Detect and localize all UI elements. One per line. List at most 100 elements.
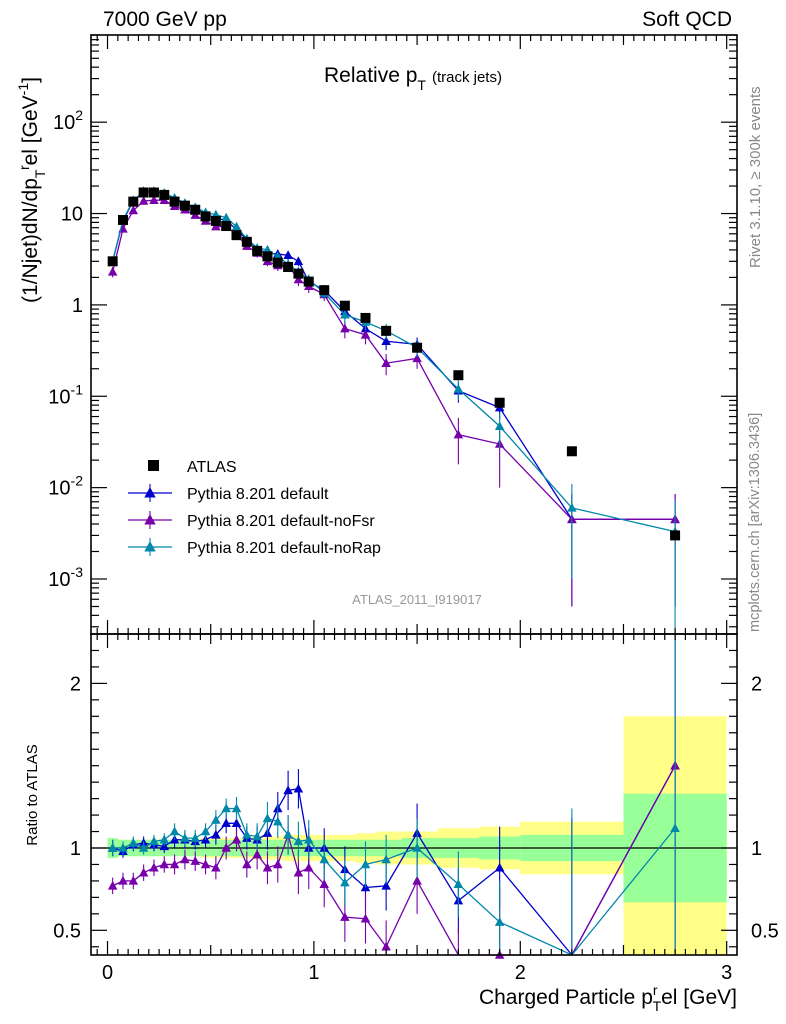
ratio-point: [360, 913, 371, 923]
y-axis-label: (1/Njet)dN/dpTrel [GeV-1]: [15, 77, 48, 303]
ratio-point: [319, 879, 329, 888]
series-point: [211, 221, 221, 231]
data-point: [107, 256, 118, 267]
ratio-point: [211, 829, 221, 839]
data-point: [200, 211, 211, 222]
ratio-point: [200, 826, 211, 836]
ratio-point: [128, 875, 139, 885]
data-point: [339, 300, 350, 311]
data-point: [283, 261, 294, 272]
x-tick-label: 1: [308, 962, 319, 984]
ratio-point: [138, 867, 149, 877]
data-point: [293, 268, 304, 279]
y-tick-label: 10-2: [48, 473, 83, 500]
ratio-point: [159, 834, 170, 844]
axes: 0 1 2 3 10-3 10-2 10-1 1 10 102 0.5 0.5 1 1 2 2 Relative…: [15, 34, 779, 1014]
y-tick-label: 10-3: [48, 564, 83, 591]
ratio-point: [149, 836, 159, 846]
ratio-point: [242, 859, 252, 869]
ratio-point: [211, 862, 221, 872]
legend-marker: [144, 487, 156, 498]
legend-marker: [144, 541, 156, 552]
ratio-point: [412, 843, 422, 852]
data-point: [138, 187, 149, 198]
ratio-point: [262, 813, 273, 823]
legend-marker-data: [148, 460, 159, 471]
main-panel: [107, 186, 681, 634]
series-point: [340, 309, 350, 319]
ratio-point: [273, 859, 283, 869]
data-point: [190, 204, 201, 215]
data-point: [670, 530, 681, 541]
ratio-y-tick-label-right: 0.5: [751, 920, 779, 942]
data-point: [148, 187, 159, 198]
legend-label: Pythia 8.201 default-noFsr: [187, 513, 375, 530]
data-point: [231, 230, 242, 241]
series-point: [221, 212, 231, 222]
ratio-point: [169, 826, 180, 836]
ratio-point: [159, 859, 170, 869]
ratio-point: [293, 783, 304, 793]
ratio-point: [494, 917, 505, 926]
ratio-point: [231, 818, 242, 828]
ratio-point: [303, 834, 314, 844]
analysis-id: ATLAS_2011_I919017: [352, 592, 482, 607]
series-point: [494, 421, 505, 430]
ratio-point: [381, 854, 391, 864]
ratio-point: [340, 877, 350, 887]
ratio-point: [231, 834, 242, 844]
ratio-point: [670, 823, 680, 832]
ratio-point: [412, 875, 422, 885]
ratio-y-tick-label-right: 1: [751, 838, 762, 860]
ratio-point: [293, 836, 304, 846]
header-left-label: 7000 GeV pp: [103, 8, 227, 31]
ratio-point: [252, 849, 262, 859]
series-point: [138, 196, 149, 205]
ratio-point: [221, 803, 231, 813]
ratio-point: [303, 862, 314, 872]
ratio-y-tick-label-right: 2: [751, 673, 762, 695]
ratio-point: [283, 829, 293, 839]
ratio-point: [293, 867, 304, 877]
series-point: [453, 429, 464, 439]
series-point: [381, 358, 391, 367]
ratio-point: [149, 862, 159, 872]
ratio-point: [107, 880, 118, 890]
data-point: [381, 325, 392, 336]
ratio-point: [200, 859, 211, 869]
ratio-point: [221, 843, 231, 852]
data-point: [272, 257, 283, 268]
ratio-point: [180, 833, 190, 842]
ratio-point: [262, 862, 273, 872]
series-point: [293, 256, 304, 266]
ratio-y-tick-label: 2: [70, 673, 81, 695]
legend-marker: [144, 514, 156, 525]
data-point: [566, 446, 577, 457]
ratio-point: [381, 880, 391, 890]
ratio-point: [169, 859, 180, 869]
series-point: [293, 274, 304, 284]
ratio-point: [494, 862, 505, 872]
ratio-y-axis-label: Ratio to ATLAS: [24, 744, 41, 845]
data-point: [221, 221, 232, 232]
ratio-point: [221, 818, 231, 828]
ratio-point: [180, 854, 190, 864]
ratio-point: [190, 833, 200, 842]
legend: ATLAS Pythia 8.201 default Pythia 8.201 de…: [128, 459, 381, 557]
series-point: [149, 195, 159, 204]
y-tick-label: 102: [53, 107, 83, 134]
legend-label: Pythia 8.201 default: [187, 486, 329, 503]
ratio-point: [118, 843, 128, 852]
data-point: [360, 312, 371, 323]
ratio-point: [107, 843, 118, 852]
ratio-point: [360, 859, 371, 869]
data-point: [303, 276, 314, 287]
y-tick-label: 1: [72, 295, 83, 317]
series-point: [107, 266, 118, 276]
ratio-point: [242, 829, 252, 839]
ratio-frame: [90, 633, 738, 956]
x-tick-label: 0: [102, 962, 113, 984]
data-point: [159, 189, 170, 200]
ratio-point: [211, 815, 221, 824]
y-tick-label: 10: [61, 204, 83, 226]
